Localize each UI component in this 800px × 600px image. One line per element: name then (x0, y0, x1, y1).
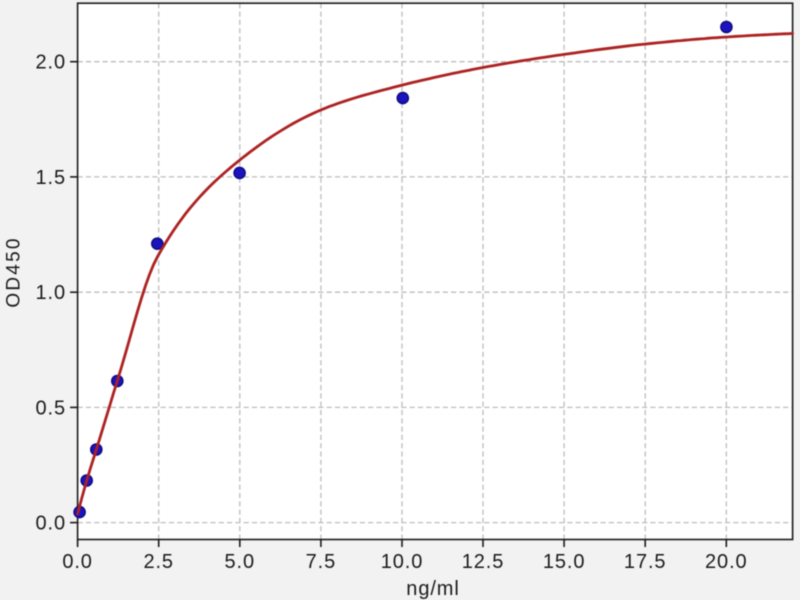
svg-text:12.5: 12.5 (462, 551, 505, 573)
svg-text:5.0: 5.0 (225, 551, 256, 573)
svg-text:ng/ml: ng/ml (406, 578, 459, 600)
svg-text:20.0: 20.0 (705, 551, 748, 573)
svg-text:1.5: 1.5 (35, 167, 66, 189)
svg-text:17.5: 17.5 (624, 551, 667, 573)
svg-text:0.0: 0.0 (62, 551, 93, 573)
svg-text:1.0: 1.0 (35, 282, 66, 304)
svg-text:0.0: 0.0 (35, 513, 66, 535)
svg-text:OD450: OD450 (4, 236, 25, 307)
svg-text:2.5: 2.5 (143, 551, 174, 573)
svg-text:15.0: 15.0 (543, 551, 586, 573)
svg-text:10.0: 10.0 (381, 551, 424, 573)
svg-text:7.5: 7.5 (306, 551, 337, 573)
svg-text:2.0: 2.0 (35, 52, 66, 74)
svg-text:0.5: 0.5 (35, 397, 66, 419)
